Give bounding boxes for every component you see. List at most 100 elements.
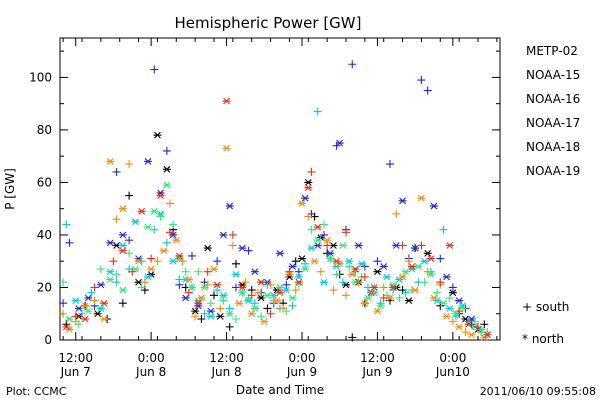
data-point-south (398, 241, 407, 250)
data-point-south (188, 251, 196, 260)
data-point-north (147, 265, 156, 273)
data-point-south (162, 146, 171, 155)
data-point-south (228, 241, 237, 250)
data-point-south (197, 314, 206, 323)
data-point-south (90, 296, 99, 305)
data-point-south (191, 312, 200, 321)
data-point-north (206, 307, 215, 315)
x-tick-label-time: 0:00 (439, 351, 466, 365)
data-point-south (313, 107, 322, 116)
data-point-north (370, 284, 379, 291)
data-point-south (354, 278, 363, 287)
data-point-south (332, 270, 341, 279)
data-point-south (439, 225, 448, 234)
data-point-south (294, 267, 303, 276)
data-point-north (304, 184, 313, 192)
data-point-north (320, 278, 328, 286)
y-axis-label: P [GW] (3, 168, 17, 210)
data-point-north (106, 158, 115, 165)
data-point-north (169, 257, 178, 265)
data-point-north (162, 181, 171, 189)
data-point-south (279, 304, 288, 313)
legend-item-noaa-19: NOAA-19 (526, 164, 580, 178)
footer-credit: Plot: CCMC (6, 385, 67, 398)
legend-item-noaa-17: NOAA-17 (526, 116, 580, 130)
data-point-south (282, 280, 291, 289)
x-tick-label-time: 12:00 (58, 351, 93, 365)
data-point-south (360, 272, 369, 281)
data-point-north (301, 194, 310, 202)
data-point-south (150, 65, 159, 74)
data-point-south (323, 241, 332, 250)
data-point-north (373, 268, 382, 276)
data-point-south (232, 259, 240, 268)
data-point-north (426, 255, 435, 262)
data-point-north (483, 331, 492, 339)
data-point-north (294, 278, 303, 286)
data-point-south (219, 296, 228, 305)
data-point-north (332, 257, 341, 265)
data-point-north (294, 273, 303, 281)
data-point-north (389, 284, 398, 291)
data-point-south (436, 254, 445, 263)
data-point-north (323, 236, 332, 244)
data-point-south (210, 291, 218, 300)
chart-title: Hemispheric Power [GW] (175, 14, 362, 32)
data-point-south (166, 228, 174, 237)
data-point-south (474, 322, 482, 331)
data-point-south (203, 267, 212, 276)
data-point-north (326, 255, 335, 262)
data-point-south (423, 267, 432, 276)
data-point-north (81, 315, 90, 323)
data-point-south (342, 228, 350, 237)
data-point-south (65, 238, 74, 247)
data-point-south (112, 215, 121, 224)
data-point-north (260, 318, 269, 326)
data-point-north (144, 158, 152, 165)
data-point-south (417, 241, 426, 250)
data-point-north (96, 305, 105, 312)
data-point-south (153, 257, 162, 266)
x-tick-label-time: 0:00 (289, 351, 316, 365)
data-point-north (106, 239, 115, 247)
data-point-north (144, 273, 152, 281)
data-point-north (213, 281, 222, 289)
y-tick-label: 0 (44, 333, 52, 347)
data-point-north (430, 202, 438, 210)
data-point-south (320, 220, 328, 229)
footer-timestamp: 2011/06/10 09:55:08 (480, 385, 596, 398)
data-point-south (373, 257, 382, 266)
data-point-south (213, 257, 222, 266)
data-point-south (162, 238, 171, 247)
data-point-north (197, 294, 206, 302)
data-point-north (348, 270, 357, 278)
data-point-south (59, 299, 68, 308)
data-point-north (131, 218, 140, 226)
data-point-north (257, 294, 266, 302)
data-point-south (156, 212, 165, 221)
data-point-south (169, 220, 178, 229)
data-point-north (411, 244, 420, 252)
data-point-north (430, 294, 438, 302)
data-point-north (162, 165, 171, 173)
data-point-north (335, 139, 344, 147)
data-point-north (276, 249, 284, 257)
data-point-north (257, 278, 266, 286)
data-point-south (112, 270, 121, 279)
data-point-north (298, 255, 306, 262)
data-point-north (401, 268, 410, 276)
data-point-north (301, 265, 310, 273)
data-point-south (448, 317, 457, 326)
data-point-north (408, 263, 416, 270)
data-point-south (62, 220, 71, 229)
data-point-south (401, 288, 410, 297)
plot-frame (59, 37, 501, 341)
data-point-south (87, 288, 96, 297)
data-point-south (345, 262, 354, 271)
data-point-south (225, 304, 234, 313)
y-tick-label: 20 (37, 280, 52, 294)
data-point-north (219, 231, 228, 239)
legend-item-noaa-16: NOAA-16 (526, 92, 580, 106)
data-point-south (147, 254, 156, 263)
